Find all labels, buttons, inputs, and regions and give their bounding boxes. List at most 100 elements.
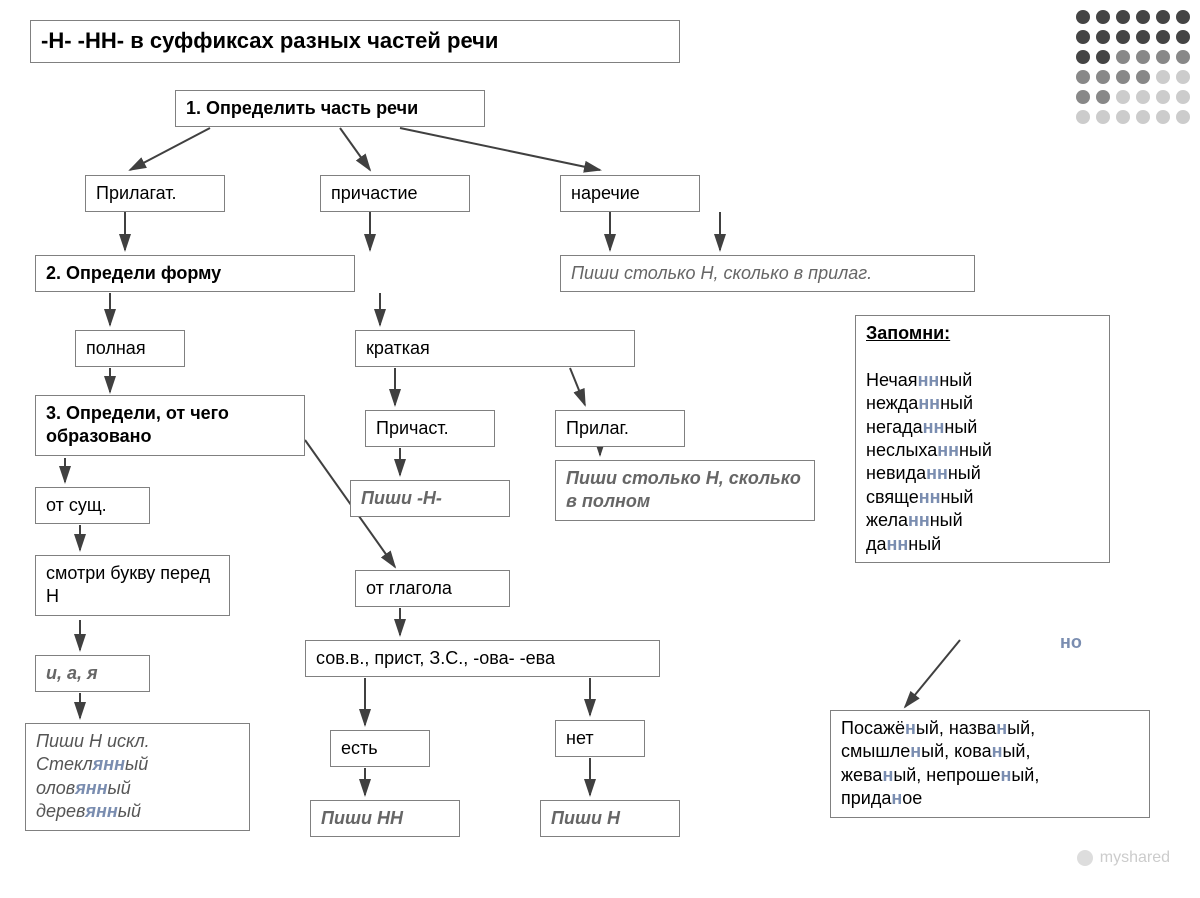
short-participle-box: Причаст. (365, 410, 495, 447)
letters-box: и, а, я (35, 655, 150, 692)
end5: ный (948, 463, 981, 483)
end4: ный (959, 440, 992, 460)
adverb-rule-box: Пиши столько Н, сколько в прилаг. (560, 255, 975, 292)
rem5: невида (866, 463, 926, 483)
e5: ый, кова (921, 741, 991, 761)
rem3: негада (866, 417, 923, 437)
writeN2-text: Пиши Н (551, 808, 620, 828)
shortAdjRule-text: Пиши столько Н, сколько в полном (566, 468, 801, 511)
participle-box: причастие (320, 175, 470, 212)
e7: жева (841, 765, 882, 785)
rem8: да (866, 534, 887, 554)
shortAdj-text: Прилаг. (566, 418, 629, 438)
dot-grid (1076, 10, 1190, 130)
fromVerb-text: от глагола (366, 578, 452, 598)
adverb-box: наречие (560, 175, 700, 212)
write-n2-box: Пиши Н (540, 800, 680, 837)
letters-text: и, а, я (46, 663, 98, 683)
writeNN-text: Пиши НН (321, 808, 403, 828)
except-suf3: янн (85, 801, 117, 821)
end8: ный (908, 534, 941, 554)
yes-box: есть (330, 730, 430, 767)
watermark-text: myshared (1100, 849, 1170, 866)
rem7: жела (866, 510, 908, 530)
from-verb-box: от глагола (355, 570, 510, 607)
from-noun-box: от сущ. (35, 487, 150, 524)
except-end3: ый (118, 801, 141, 821)
n7: н (891, 788, 902, 808)
short-adj-rule-box: Пиши столько Н, сколько в полном (555, 460, 815, 521)
step1-box: 1. Определить часть речи (175, 90, 485, 127)
yes-text: есть (341, 738, 378, 758)
short-adjective-box: Прилаг. (555, 410, 685, 447)
write-n-box: Пиши -Н- (350, 480, 510, 517)
adv-text: наречие (571, 183, 640, 203)
end3: ный (944, 417, 977, 437)
writeN-text: Пиши -Н- (361, 488, 442, 508)
fromNoun-text: от сущ. (46, 495, 107, 515)
short-text: краткая (366, 338, 430, 358)
end1: ный (939, 370, 972, 390)
except1: Стекл (36, 754, 93, 774)
e4: смышле (841, 741, 910, 761)
nn1: нн (918, 370, 940, 390)
n6: н (1000, 765, 1011, 785)
nn4: нн (937, 440, 959, 460)
step1-text: 1. Определить часть речи (186, 98, 418, 118)
adj-text: Прилагат. (96, 183, 177, 203)
watermark-icon (1075, 848, 1095, 868)
nn3: нн (923, 417, 945, 437)
step3-box: 3. Определи, от чего образовано (35, 395, 305, 456)
e9: ый, (1011, 765, 1039, 785)
lookLetter-text: смотри букву перед Н (46, 563, 210, 606)
e3: ый, (1007, 718, 1035, 738)
rem4: неслыха (866, 440, 937, 460)
nn6: нн (919, 487, 941, 507)
e8: ый, непроше (893, 765, 1000, 785)
end2: ный (940, 393, 973, 413)
part-text: причастие (331, 183, 418, 203)
n1: н (905, 718, 916, 738)
except-suf1: янн (93, 754, 125, 774)
remember-box: Запомни: Нечаяннный нежданнный негаданнн… (855, 315, 1110, 563)
adjective-box: Прилагат. (85, 175, 225, 212)
n2: н (996, 718, 1007, 738)
nn5: нн (926, 463, 948, 483)
but-text: но (1060, 632, 1082, 652)
title-text: -Н- -НН- в суффиксах разных частей речи (41, 28, 498, 53)
step2-text: 2. Определи форму (46, 263, 221, 283)
exception2-box: Посажёный, названый, смышленый, кованый,… (830, 710, 1150, 818)
rem6: свяще (866, 487, 919, 507)
full-text: полная (86, 338, 146, 358)
no-box: нет (555, 720, 645, 757)
except-suf2: янн (75, 778, 107, 798)
except3: дерев (36, 801, 85, 821)
e10: прида (841, 788, 891, 808)
but-label: но (1060, 632, 1082, 653)
n3: н (910, 741, 921, 761)
e1: Посажё (841, 718, 905, 738)
except-title: Пиши Н искл. (36, 731, 150, 751)
verbCond-text: сов.в., прист, З.С., -ова- -ева (316, 648, 555, 668)
title-box: -Н- -НН- в суффиксах разных частей речи (30, 20, 680, 63)
n5: н (882, 765, 893, 785)
nn2: нн (918, 393, 940, 413)
except-end2: ый (108, 778, 131, 798)
end6: ный (940, 487, 973, 507)
step3-text: 3. Определи, от чего образовано (46, 403, 229, 446)
verb-conditions-box: сов.в., прист, З.С., -ова- -ева (305, 640, 660, 677)
no-text: нет (566, 728, 594, 748)
shortPart-text: Причаст. (376, 418, 449, 438)
n4: н (992, 741, 1003, 761)
end7: ный (930, 510, 963, 530)
rem1: Нечая (866, 370, 918, 390)
remember-title: Запомни: (866, 323, 950, 343)
e6: ый, (1002, 741, 1030, 761)
advRule-text: Пиши столько Н, сколько в прилаг. (571, 263, 872, 283)
except2: олов (36, 778, 75, 798)
nn7: нн (908, 510, 930, 530)
look-letter-box: смотри букву перед Н (35, 555, 230, 616)
short-form-box: краткая (355, 330, 635, 367)
watermark: myshared (1075, 848, 1170, 868)
nn8: нн (887, 534, 909, 554)
